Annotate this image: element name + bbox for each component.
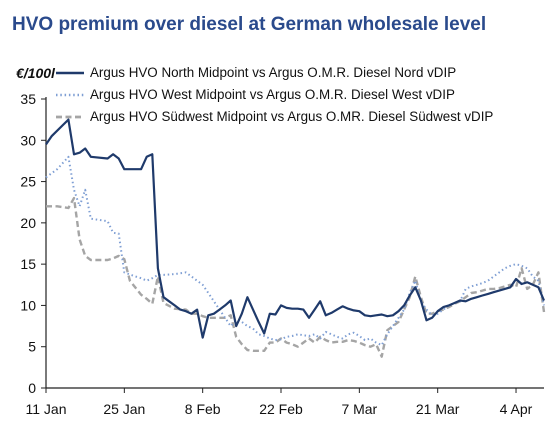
y-tick-label: 20 (20, 215, 36, 231)
series-line-1 (45, 155, 545, 347)
y-tick-label: 0 (28, 380, 36, 396)
legend-label-1: Argus HVO West Midpoint vs Argus O.M.R. … (90, 87, 455, 102)
x-tick-label: 11 Jan (26, 401, 67, 417)
x-tick-label: 21 Mar (416, 401, 460, 417)
chart-title: HVO premium over diesel at German wholes… (12, 14, 487, 35)
legend-label-2: Argus HVO Südwest Midpoint vs Argus O.MR… (90, 109, 493, 124)
x-tick-label: 22 Feb (259, 401, 303, 417)
x-tick-label: 25 Jan (103, 401, 145, 417)
y-tick-label: 15 (20, 256, 36, 272)
y-tick-label: 10 (20, 297, 36, 313)
y-tick-label: 5 (28, 339, 36, 355)
y-tick-label: 35 (20, 91, 36, 107)
x-tick-label: 8 Feb (185, 401, 221, 417)
legend-label-0: Argus HVO North Midpoint vs Argus O.M.R.… (90, 65, 456, 80)
series-line-0 (45, 118, 546, 339)
x-tick-label: 7 Mar (341, 401, 377, 417)
y-tick-label: 30 (20, 132, 36, 148)
series-line-2 (46, 196, 546, 358)
x-tick-label: 4 Apr (500, 401, 533, 417)
y-axis-unit-label: €/100l (16, 65, 56, 81)
y-tick-label: 25 (20, 174, 36, 190)
